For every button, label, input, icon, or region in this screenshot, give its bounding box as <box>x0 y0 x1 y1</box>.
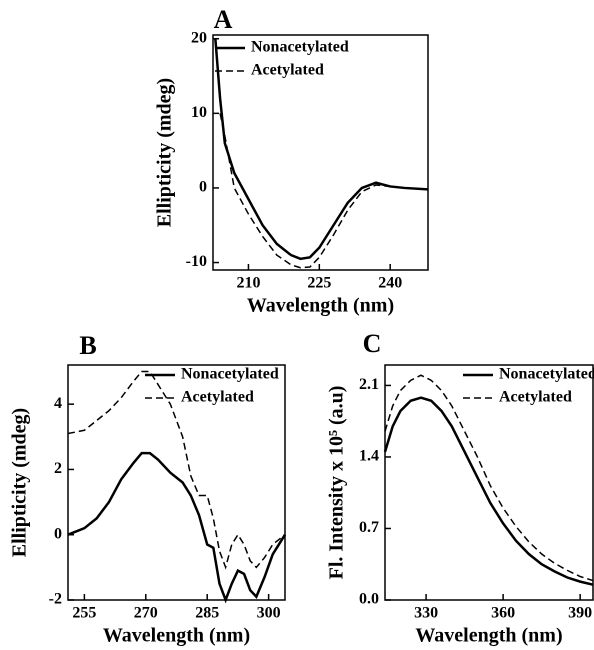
data-line <box>67 370 286 570</box>
y-tick-label: 0 <box>54 525 62 542</box>
y-axis-label: Ellipticity (mdeg) <box>154 78 176 227</box>
plot-frame <box>384 364 594 601</box>
data-line <box>384 374 594 582</box>
y-tick-label: -10 <box>186 253 207 270</box>
plot-frame <box>212 34 429 271</box>
x-tick-label: 210 <box>236 275 260 292</box>
y-tick-label: -2 <box>49 591 62 608</box>
x-tick-label: 240 <box>378 275 402 292</box>
legend-label: Nonacetylated <box>499 366 594 383</box>
legend-label: Acetylated <box>499 389 572 406</box>
data-line <box>214 38 429 261</box>
y-tick-label: 0.7 <box>359 519 379 536</box>
y-axis-label: Fl. Intensity x 10⁵ (a.u) <box>326 386 348 580</box>
data-line <box>219 113 429 269</box>
panel-title: A <box>214 5 233 34</box>
legend-label: Nonacetylated <box>251 39 349 56</box>
legend-label: Nonacetylated <box>181 366 279 383</box>
panel-title: B <box>79 331 96 360</box>
x-tick-label: 225 <box>307 275 331 292</box>
y-tick-label: 2 <box>54 460 62 477</box>
x-tick-label: 255 <box>72 605 96 622</box>
y-tick-label: 1.4 <box>359 448 379 465</box>
x-axis-label: Wavelength (nm) <box>415 625 562 647</box>
x-tick-label: 300 <box>257 605 281 622</box>
plot-frame <box>67 364 286 601</box>
y-tick-label: 2.1 <box>359 376 379 393</box>
x-tick-label: 285 <box>195 605 219 622</box>
x-axis-label: Wavelength (nm) <box>247 295 394 317</box>
x-tick-label: 390 <box>568 605 592 622</box>
data-line <box>67 451 287 604</box>
legend-label: Acetylated <box>181 389 254 406</box>
y-tick-label: 20 <box>191 29 207 46</box>
panel-title: C <box>363 329 382 358</box>
x-axis-label: Wavelength (nm) <box>103 625 250 647</box>
x-tick-label: 270 <box>134 605 158 622</box>
y-tick-label: 4 <box>54 395 62 412</box>
x-tick-label: 360 <box>491 605 515 622</box>
y-tick-label: 0 <box>199 179 207 196</box>
y-axis-label: Ellipticity (mdeg) <box>9 408 31 557</box>
y-tick-label: 0.0 <box>359 591 379 608</box>
x-tick-label: 330 <box>414 605 438 622</box>
data-line <box>383 396 594 586</box>
legend-label: Acetylated <box>251 62 324 79</box>
y-tick-label: 10 <box>191 104 207 121</box>
